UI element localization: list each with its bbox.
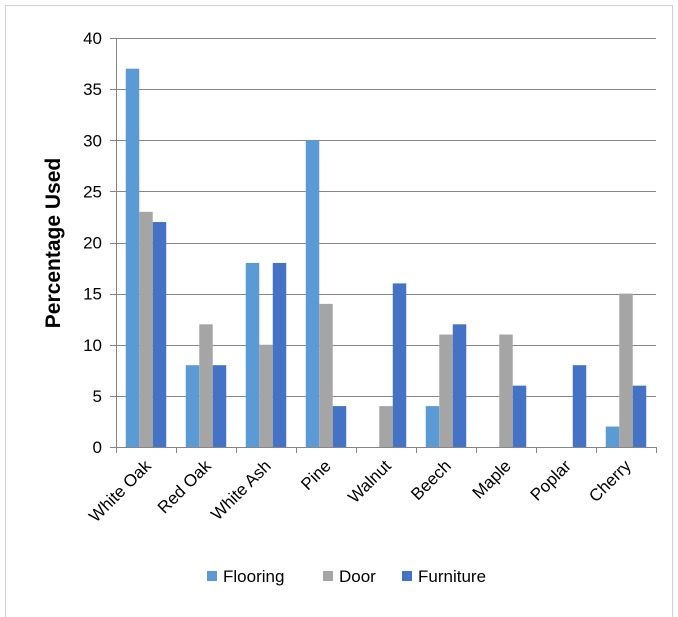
legend-swatch-door bbox=[323, 571, 333, 581]
bar-door-maple bbox=[499, 334, 513, 447]
x-tick-label: Cherry bbox=[585, 456, 635, 506]
bar-door-walnut bbox=[379, 406, 393, 447]
legend-swatch-flooring bbox=[207, 571, 217, 581]
y-tick-label: 25 bbox=[83, 182, 102, 201]
x-tick-label: Red Oak bbox=[154, 456, 215, 517]
y-tick-labels: 0 5 10 15 20 25 30 35 40 bbox=[83, 29, 102, 457]
bar-door-white-ash bbox=[259, 344, 273, 447]
bar-furniture-cherry bbox=[632, 385, 647, 447]
y-tick-label: 5 bbox=[93, 387, 102, 406]
legend: Flooring Door Furniture bbox=[207, 567, 486, 586]
y-tick-label: 35 bbox=[83, 80, 102, 99]
bar-flooring-white-oak bbox=[125, 68, 140, 448]
bar-flooring-red-oak bbox=[185, 365, 200, 447]
bars bbox=[125, 68, 647, 448]
bar-furniture-white-oak bbox=[152, 222, 167, 447]
gridlines bbox=[116, 38, 656, 397]
bar-flooring-pine bbox=[305, 140, 320, 447]
x-tick-label: Maple bbox=[469, 456, 515, 502]
bar-furniture-pine bbox=[332, 406, 347, 447]
bar-furniture-walnut bbox=[392, 283, 407, 447]
legend-swatch-furniture bbox=[402, 571, 412, 581]
bar-furniture-white-ash bbox=[272, 262, 287, 447]
axes bbox=[110, 38, 657, 453]
bar-flooring-beech bbox=[425, 406, 440, 447]
y-tick-label: 30 bbox=[83, 131, 102, 150]
legend-label-flooring: Flooring bbox=[223, 567, 284, 586]
y-tick-label: 10 bbox=[83, 336, 102, 355]
bar-furniture-red-oak bbox=[212, 365, 227, 447]
bar-furniture-poplar bbox=[572, 365, 587, 447]
x-tick-label: Poplar bbox=[527, 456, 575, 504]
legend-label-door: Door bbox=[339, 567, 376, 586]
y-tick-label: 20 bbox=[83, 234, 102, 253]
y-axis-label: Percentage Used bbox=[42, 158, 65, 328]
y-tick-label: 15 bbox=[83, 285, 102, 304]
bar-door-cherry bbox=[619, 293, 633, 447]
x-tick-label: Beech bbox=[407, 456, 455, 504]
x-tick-label: Pine bbox=[297, 456, 334, 493]
bar-flooring-white-ash bbox=[245, 262, 260, 447]
y-tick-label: 40 bbox=[83, 29, 102, 48]
bar-door-white-oak bbox=[139, 211, 153, 447]
legend-label-furniture: Furniture bbox=[418, 567, 486, 586]
bar-door-pine bbox=[319, 303, 333, 447]
x-tick-label: White Oak bbox=[85, 456, 155, 526]
bar-door-beech bbox=[439, 334, 453, 447]
bar-furniture-beech bbox=[452, 324, 467, 447]
chart-border bbox=[5, 5, 673, 617]
bar-furniture-maple bbox=[512, 385, 527, 447]
x-tick-label: White Ash bbox=[207, 456, 275, 524]
bar-door-red-oak bbox=[199, 324, 213, 447]
x-tick-label: Walnut bbox=[344, 456, 395, 507]
bar-flooring-cherry bbox=[605, 426, 620, 447]
y-tick-label: 0 bbox=[93, 438, 102, 457]
